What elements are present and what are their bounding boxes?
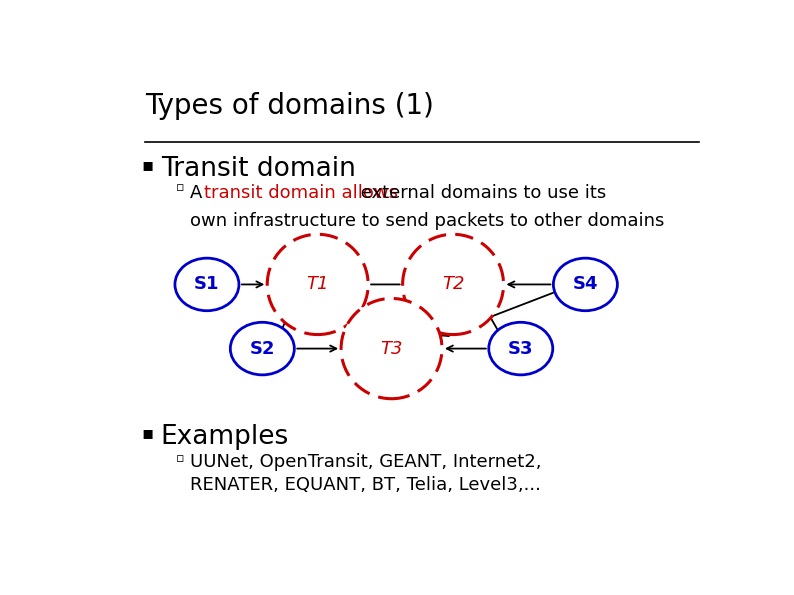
Ellipse shape [341,299,442,399]
Text: ▪: ▪ [141,156,153,174]
Text: T1: T1 [306,275,329,293]
Text: S1: S1 [195,275,220,293]
Ellipse shape [403,234,503,334]
Text: Transit domain: Transit domain [160,156,356,182]
Ellipse shape [175,258,239,311]
Text: external domains to use its: external domains to use its [355,184,606,202]
Ellipse shape [489,322,553,375]
Text: Types of domains (1): Types of domains (1) [145,92,434,120]
Text: S2: S2 [249,340,275,358]
Text: ▫: ▫ [176,453,185,465]
Text: S3: S3 [508,340,534,358]
Text: Examples: Examples [160,424,289,450]
Text: ▫: ▫ [176,181,185,195]
Ellipse shape [230,322,295,375]
Text: S4: S4 [572,275,598,293]
Text: T3: T3 [380,340,403,358]
Text: transit domain allows: transit domain allows [204,184,399,202]
Text: T2: T2 [441,275,464,293]
Text: own infrastructure to send packets to other domains: own infrastructure to send packets to ot… [191,212,665,230]
Ellipse shape [553,258,618,311]
Text: UUNet, OpenTransit, GEANT, Internet2,
RENATER, EQUANT, BT, Telia, Level3,...: UUNet, OpenTransit, GEANT, Internet2, RE… [191,453,542,494]
Ellipse shape [268,234,368,334]
Text: A: A [191,184,209,202]
Text: ▪: ▪ [141,424,153,442]
